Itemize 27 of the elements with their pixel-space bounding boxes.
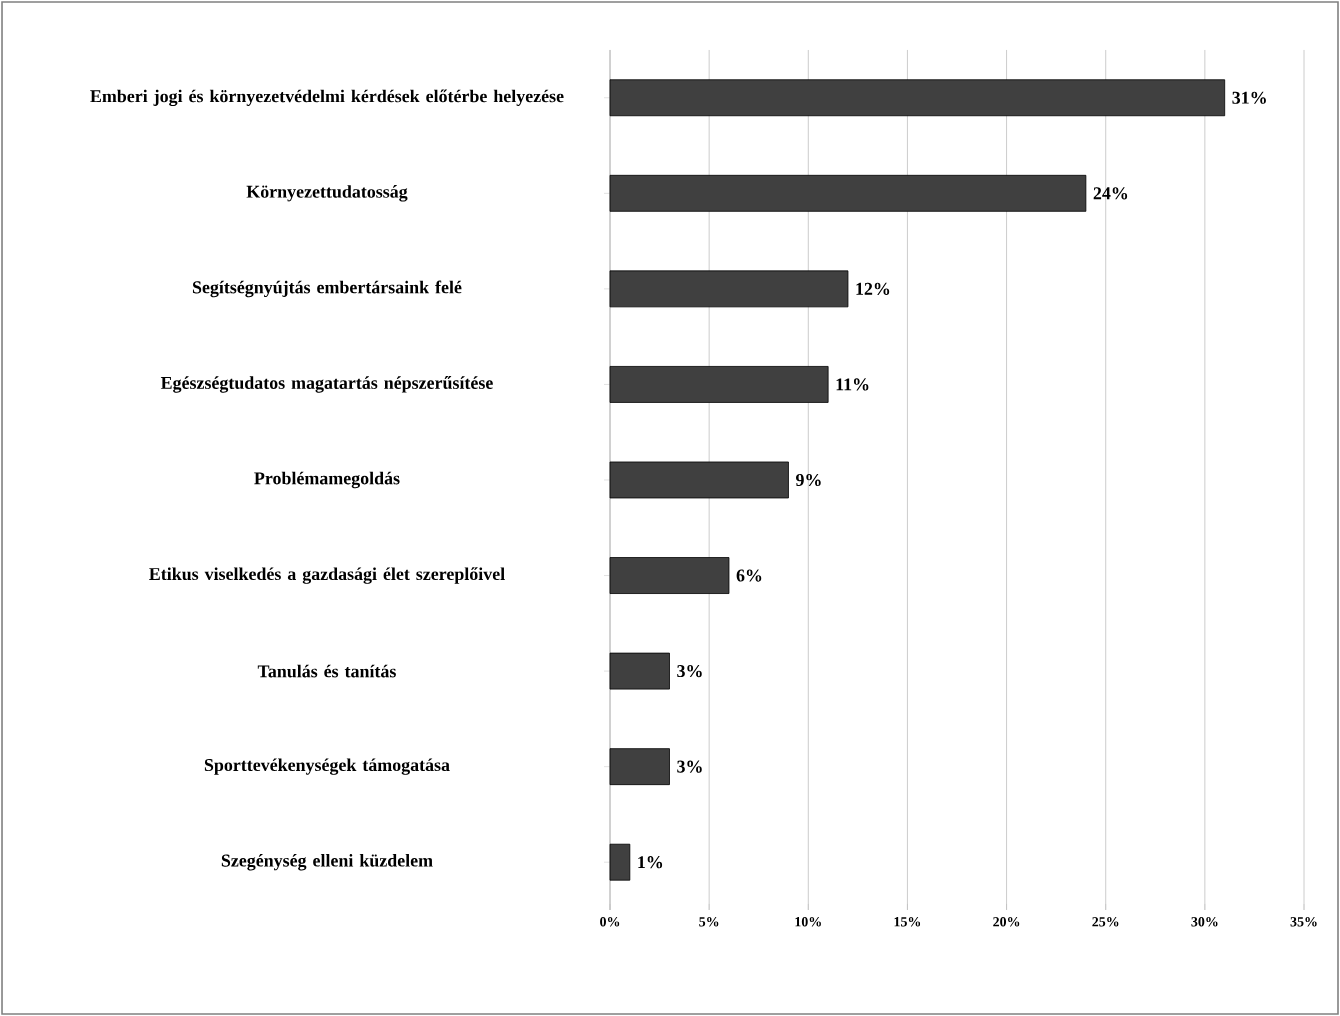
y-tick-label: Sporttevékenységek támogatása — [204, 758, 450, 775]
bar — [609, 79, 1226, 117]
bar — [609, 843, 631, 881]
data-label: 31% — [1232, 91, 1266, 104]
data-label: 12% — [856, 282, 890, 295]
bar — [609, 270, 849, 308]
bar — [609, 557, 730, 594]
y-tick-label: Egészségtudatos magatartás népszerűsítése — [160, 376, 493, 393]
bar — [609, 461, 789, 499]
data-label: 3% — [677, 760, 702, 773]
y-tick-label: Környezettudatosság — [246, 185, 408, 202]
y-tick-label: Problémamegoldás — [254, 471, 400, 489]
y-tick-label: Tanulás és tanítás — [257, 664, 396, 678]
data-label: 24% — [1093, 187, 1128, 200]
data-label: 11% — [836, 378, 869, 391]
data-label: 1% — [638, 856, 663, 869]
bar — [609, 652, 670, 690]
y-tick-label: Emberi jogi és környezetvédelmi kérdések előtérbe helyezése — [90, 89, 564, 107]
data-label: 3% — [677, 665, 702, 678]
y-tick-label: Segítségnyújtás embertársaink felé — [192, 280, 462, 298]
y-tick-label: Etikus viselkedés a gazdasági élet szereplőivel — [149, 567, 505, 584]
bar — [609, 366, 829, 403]
data-label: 6% — [736, 569, 762, 582]
y-tick-label: Szegénység elleni küzdelem — [221, 853, 433, 871]
bar — [609, 174, 1087, 212]
data-label: 9% — [796, 473, 821, 487]
bar — [609, 748, 670, 786]
